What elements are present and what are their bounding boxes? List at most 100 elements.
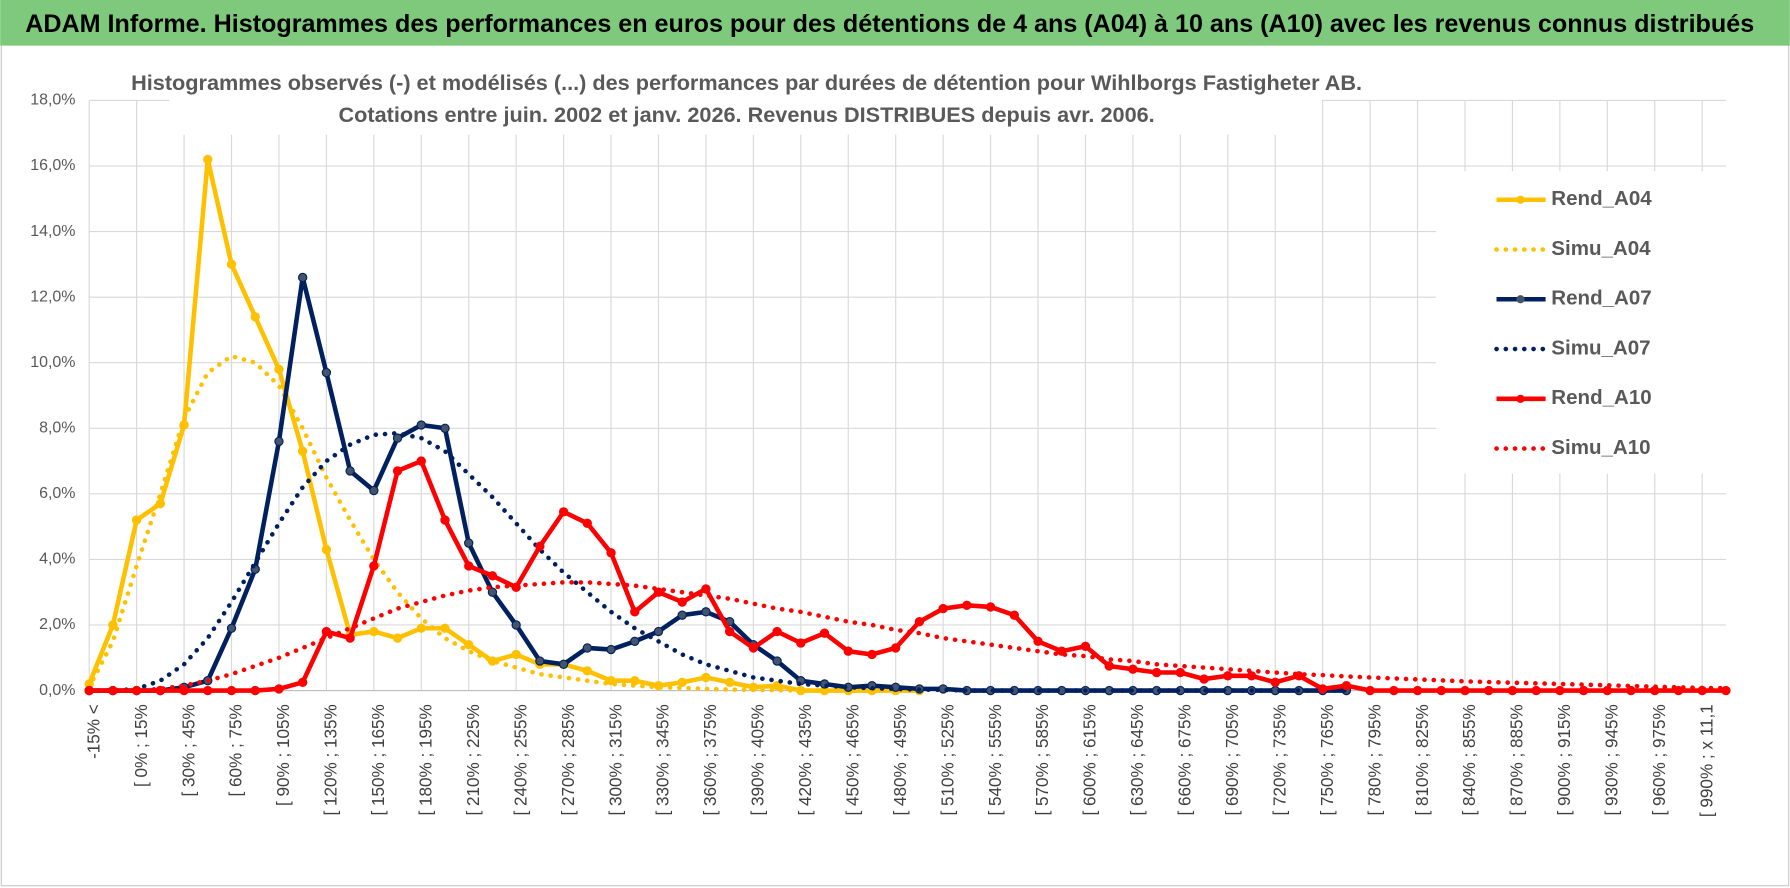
y-tick-label: 14,0%: [30, 223, 75, 240]
x-tick-label: [ 660% ; 675%: [1176, 704, 1195, 815]
data-point: [226, 259, 237, 270]
data-point: [1507, 685, 1518, 696]
data-point: [1389, 685, 1399, 696]
y-tick-label: 2,0%: [39, 616, 75, 633]
data-point: [677, 597, 687, 607]
data-point: [985, 602, 996, 612]
y-tick-label: 6,0%: [39, 485, 75, 502]
chart-subtitle: Cotations entre juin. 2002 et janv. 2026…: [339, 102, 1155, 127]
data-point: [392, 633, 403, 643]
data-point: [867, 649, 877, 660]
series-line: [86, 580, 1729, 693]
data-point: [1270, 677, 1280, 688]
data-point: [1531, 685, 1541, 696]
data-point: [1578, 685, 1589, 696]
x-tick-label: [ 960% ; 975%: [1650, 704, 1669, 815]
data-point: [464, 538, 474, 548]
y-tick-label: 4,0%: [39, 551, 75, 568]
x-tick-label: [ 780% ; 795%: [1365, 704, 1384, 815]
data-point: [345, 633, 355, 643]
legend-label: Simu_A10: [1551, 436, 1650, 459]
x-tick-label: [ 300% ; 315%: [606, 704, 625, 815]
legend-label: Rend_A10: [1551, 386, 1651, 409]
header-title: ADAM Informe. Histogrammes des performan…: [25, 10, 1754, 38]
y-tick-label: 18,0%: [30, 92, 75, 109]
data-point: [440, 623, 450, 633]
title-box: [169, 68, 1322, 135]
data-point: [535, 656, 545, 666]
data-point: [226, 685, 237, 696]
data-point: [582, 666, 593, 676]
y-tick-label: 0,0%: [39, 682, 75, 699]
x-tick-label: [ 330% ; 345%: [654, 704, 673, 815]
data-point: [1626, 685, 1636, 696]
data-point: [1412, 685, 1423, 696]
data-point: [1199, 674, 1209, 684]
data-point: [724, 626, 735, 637]
x-tick-label: [ 630% ; 645%: [1128, 704, 1147, 815]
data-point: [701, 584, 711, 594]
x-tick-label: [ 90% ; 105%: [274, 704, 293, 806]
data-point: [203, 154, 213, 165]
x-tick-label: [ 240% ; 255%: [511, 704, 530, 815]
data-point: [772, 680, 782, 691]
data-point: [203, 685, 213, 696]
chart-title: Histogrammes observés (-) et modélisés (…: [131, 70, 1362, 95]
data-point: [1436, 685, 1446, 696]
data-point: [440, 423, 450, 433]
data-point: [630, 636, 640, 647]
data-point: [416, 420, 426, 430]
y-tick-label: 10,0%: [30, 354, 75, 371]
y-tick-label: 12,0%: [30, 288, 75, 305]
data-point: [464, 561, 474, 571]
data-point: [108, 620, 118, 630]
data-point: [630, 607, 640, 617]
data-point: [701, 672, 711, 683]
data-point: [464, 639, 474, 650]
data-point: [843, 646, 853, 656]
data-point: [392, 433, 403, 443]
data-point: [558, 507, 569, 517]
x-tick-label: [ 390% ; 405%: [749, 704, 768, 815]
data-point: [653, 587, 664, 597]
data-point: [772, 626, 782, 637]
data-point: [392, 466, 403, 476]
x-tick-label: [ 60% ; 75%: [227, 704, 246, 796]
data-point: [250, 312, 260, 322]
data-point: [250, 685, 260, 696]
data-point: [1151, 667, 1162, 678]
data-point: [1365, 685, 1375, 696]
x-tick-label: [ 150% ; 165%: [369, 704, 388, 815]
data-point: [1673, 685, 1684, 696]
data-point: [1460, 685, 1470, 696]
x-tick-label: [ 870% ; 885%: [1508, 704, 1527, 815]
data-point: [1033, 636, 1043, 647]
data-point: [558, 659, 569, 669]
x-tick-label: [ 990% ; x 11,1: [1697, 704, 1716, 817]
data-point: [653, 626, 664, 637]
data-point: [179, 685, 189, 696]
data-point: [1317, 684, 1328, 694]
x-tick-label: [ 210% ; 225%: [464, 704, 483, 815]
x-tick-label: [ 180% ; 195%: [416, 704, 435, 815]
legend-marker: [1516, 195, 1525, 204]
data-point: [487, 587, 498, 597]
data-point: [1104, 661, 1114, 671]
data-point: [582, 518, 593, 529]
data-point: [131, 515, 142, 525]
x-tick-label: [ 30% ; 45%: [179, 704, 198, 796]
data-point: [1223, 671, 1233, 681]
data-point: [297, 677, 308, 688]
data-point: [274, 684, 284, 694]
x-tick-label: [ 690% ; 705%: [1223, 704, 1242, 815]
data-point: [938, 603, 948, 614]
data-point: [274, 364, 284, 374]
x-tick-label: [ 0% ; 15%: [132, 704, 151, 787]
legend-label: Simu_A04: [1551, 237, 1651, 260]
x-tick-label: [ 840% ; 855%: [1460, 704, 1479, 815]
series-line: [86, 353, 922, 693]
data-point: [1009, 610, 1019, 620]
data-point: [677, 610, 687, 620]
legend-marker: [1516, 295, 1525, 304]
